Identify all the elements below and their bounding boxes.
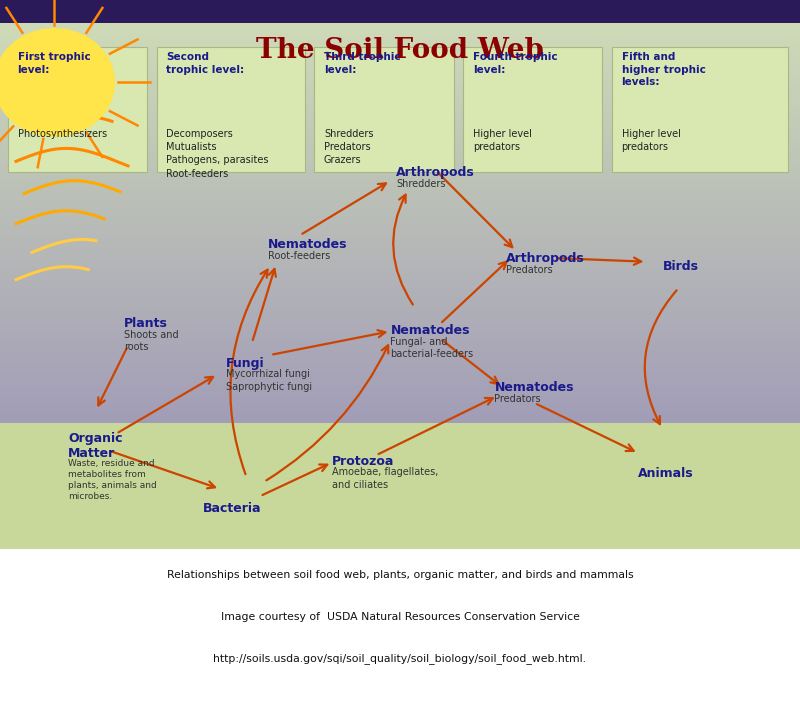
Text: Bacteria: Bacteria [202,502,262,515]
Text: Fourth trophic
level:: Fourth trophic level: [473,52,558,75]
Text: Fungi: Fungi [226,357,264,370]
Text: Shredders
Predators
Grazers: Shredders Predators Grazers [324,129,374,166]
Text: Predators: Predators [494,394,541,404]
Text: Higher level
predators: Higher level predators [473,129,532,152]
Text: Birds: Birds [662,260,698,272]
Text: Predators: Predators [506,265,552,275]
Text: Nematodes: Nematodes [390,324,470,337]
Bar [0,0,800,23]
FancyBboxPatch shape [463,47,602,172]
Text: Shoots and
roots: Shoots and roots [124,330,178,352]
Text: Protozoa: Protozoa [332,455,394,468]
Text: Mycorrhizal fungi
Saprophytic fungi: Mycorrhizal fungi Saprophytic fungi [226,369,312,391]
Text: Waste, residue and
metabolites from
plants, animals and
microbes.: Waste, residue and metabolites from plan… [68,459,157,501]
FancyBboxPatch shape [8,47,147,172]
Text: Photosynthesizers: Photosynthesizers [18,129,106,139]
Text: http://soils.usda.gov/sqi/soil_quality/soil_biology/soil_food_web.html.: http://soils.usda.gov/sqi/soil_quality/s… [214,653,586,664]
Text: Plants: Plants [124,317,168,330]
Bar [0,423,800,549]
Text: Organic
Matter: Organic Matter [68,432,122,460]
Text: First trophic
level:: First trophic level: [18,52,90,75]
Text: Fungal- and
bacterial-feeders: Fungal- and bacterial-feeders [390,337,474,359]
Text: Nematodes: Nematodes [268,238,347,251]
FancyBboxPatch shape [157,47,305,172]
Text: Root-feeders: Root-feeders [268,251,330,261]
Text: Amoebae, flagellates,
and ciliates: Amoebae, flagellates, and ciliates [332,467,438,490]
Text: Decomposers
Mutualists
Pathogens, parasites
Root-feeders: Decomposers Mutualists Pathogens, parasi… [166,129,269,179]
Text: Shredders: Shredders [396,179,446,189]
Text: The Soil Food Web: The Soil Food Web [256,37,544,65]
FancyBboxPatch shape [314,47,454,172]
FancyBboxPatch shape [612,47,788,172]
Bar [0,549,800,717]
Text: Animals: Animals [638,467,694,480]
Text: Arthropods: Arthropods [506,252,584,265]
Text: Third trophic
level:: Third trophic level: [324,52,401,75]
Circle shape [0,29,114,136]
Text: Higher level
predators: Higher level predators [622,129,681,152]
Text: Image courtesy of  USDA Natural Resources Conservation Service: Image courtesy of USDA Natural Resources… [221,612,579,622]
Text: Arthropods: Arthropods [396,166,474,179]
Text: Relationships between soil food web, plants, organic matter, and birds and mamma: Relationships between soil food web, pla… [166,570,634,580]
Text: Fifth and
higher trophic
levels:: Fifth and higher trophic levels: [622,52,706,87]
Text: Nematodes: Nematodes [494,381,574,394]
Text: Second
trophic level:: Second trophic level: [166,52,245,75]
